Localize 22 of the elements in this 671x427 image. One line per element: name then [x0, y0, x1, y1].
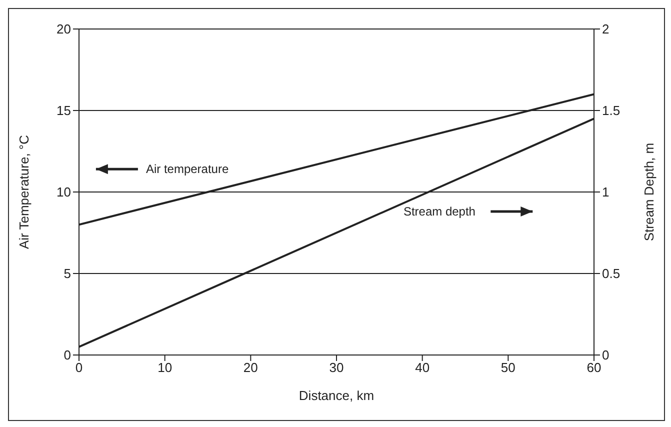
- x-tick-label: 40: [415, 360, 430, 376]
- x-tick-label: 10: [158, 360, 172, 376]
- x-axis-title: Distance, km: [298, 388, 374, 403]
- y2-tick-label: 0: [602, 348, 610, 363]
- annotation: Air temperature: [146, 162, 229, 176]
- y-tick-label: 20: [56, 22, 71, 37]
- x-tick-label: 0: [75, 360, 83, 376]
- x-tick-label: 20: [243, 360, 258, 376]
- y-tick-label: 15: [56, 103, 71, 118]
- y2-tick-label: 2: [602, 22, 610, 37]
- y2-tick-label: 1.5: [602, 103, 620, 118]
- y2-tick-label: 1: [602, 184, 610, 200]
- y-tick-label: 0: [64, 348, 71, 363]
- annotation: Stream depth: [403, 204, 476, 219]
- x-tick-label: 50: [500, 360, 516, 376]
- y-tick-label: 5: [64, 266, 71, 282]
- x-tick-label: 60: [586, 360, 602, 376]
- x-tick-label: 30: [329, 360, 344, 376]
- y2-tick-label: 0.5: [602, 266, 620, 282]
- y-axis-title: Air Temperature, °C: [16, 134, 32, 250]
- y2-axis-title: Stream Depth, m: [642, 142, 657, 242]
- y-tick-label: 10: [56, 184, 71, 200]
